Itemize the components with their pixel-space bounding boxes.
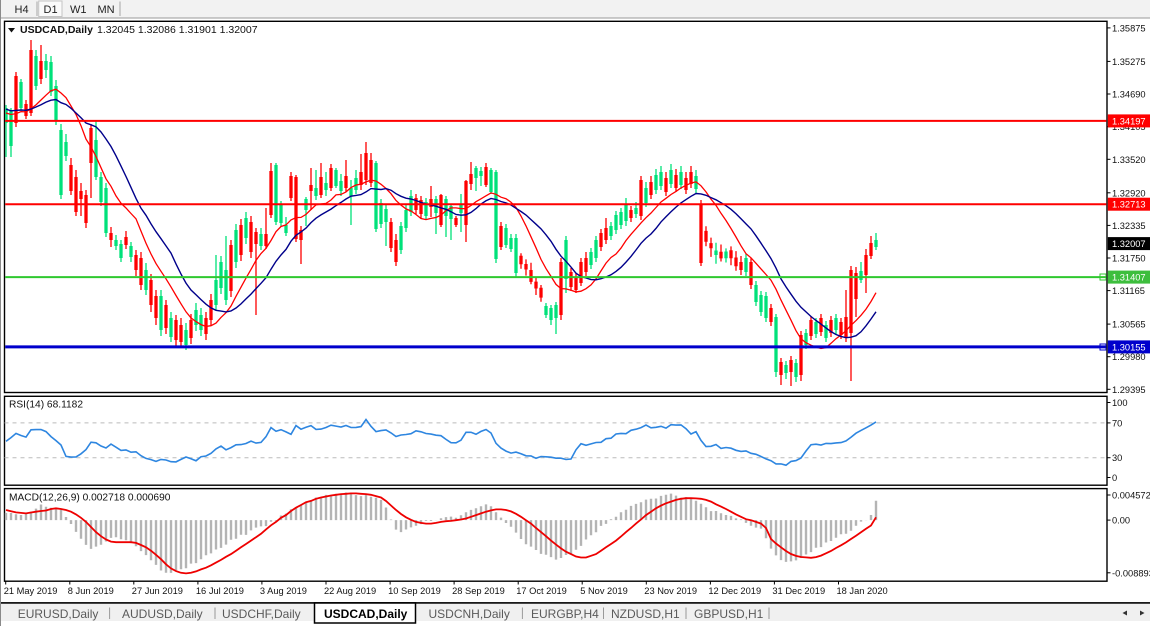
svg-text:NZDUSD,H1: NZDUSD,H1: [611, 607, 680, 621]
svg-text:27 Jun 2019: 27 Jun 2019: [132, 586, 183, 596]
svg-text:GBPUSD,H1: GBPUSD,H1: [694, 607, 764, 621]
svg-text:W1: W1: [70, 4, 87, 16]
svg-text:1.29980: 1.29980: [1112, 352, 1146, 362]
svg-text:1.31750: 1.31750: [1112, 254, 1146, 264]
svg-text:1.32920: 1.32920: [1112, 188, 1146, 198]
svg-text:100: 100: [1112, 398, 1128, 408]
svg-text:AUDUSD,Daily: AUDUSD,Daily: [122, 607, 203, 621]
svg-text:1.35875: 1.35875: [1112, 23, 1146, 33]
svg-text:70: 70: [1112, 418, 1122, 428]
svg-text:USDCAD,Daily: USDCAD,Daily: [324, 607, 408, 621]
svg-text:5 Nov 2019: 5 Nov 2019: [580, 586, 628, 596]
svg-text:23 Nov 2019: 23 Nov 2019: [644, 586, 697, 596]
svg-text:USDCNH,Daily: USDCNH,Daily: [429, 607, 510, 621]
svg-text:EURGBP,H4: EURGBP,H4: [531, 607, 599, 621]
svg-text:1.33520: 1.33520: [1112, 155, 1146, 165]
svg-text:1.32007: 1.32007: [1112, 239, 1146, 249]
svg-text:1.32335: 1.32335: [1112, 221, 1146, 231]
svg-text:0.004572: 0.004572: [1112, 491, 1150, 501]
svg-text:1.32045 1.32086 1.31901 1.3200: 1.32045 1.32086 1.31901 1.32007: [97, 24, 258, 36]
svg-text:-0.008893: -0.008893: [1112, 568, 1150, 578]
svg-text:MN: MN: [98, 4, 115, 16]
svg-text:USDCAD,Daily: USDCAD,Daily: [20, 24, 93, 36]
svg-text:3 Aug 2019: 3 Aug 2019: [260, 586, 307, 596]
svg-text:10 Sep 2019: 10 Sep 2019: [388, 586, 441, 596]
svg-text:MACD(12,26,9) 0.002718 0.00069: MACD(12,26,9) 0.002718 0.000690: [9, 493, 171, 504]
svg-text:1.32713: 1.32713: [1112, 200, 1146, 210]
svg-text:0: 0: [1112, 473, 1117, 483]
svg-text:D1: D1: [44, 4, 58, 16]
svg-text:EURUSD,Daily: EURUSD,Daily: [18, 607, 99, 621]
svg-text:1.30565: 1.30565: [1112, 320, 1146, 330]
svg-text:H4: H4: [15, 4, 29, 16]
svg-text:30: 30: [1112, 453, 1122, 463]
svg-text:1.31407: 1.31407: [1112, 273, 1146, 283]
svg-text:16 Jul 2019: 16 Jul 2019: [196, 586, 244, 596]
svg-text:1.34690: 1.34690: [1112, 90, 1146, 100]
svg-text:RSI(14) 68.1182: RSI(14) 68.1182: [9, 400, 83, 411]
svg-text:28 Sep 2019: 28 Sep 2019: [452, 586, 505, 596]
svg-text:8 Jun 2019: 8 Jun 2019: [68, 586, 114, 596]
svg-text:1.29395: 1.29395: [1112, 385, 1146, 395]
svg-text:31 Dec 2019: 31 Dec 2019: [772, 586, 825, 596]
svg-text:18 Jan 2020: 18 Jan 2020: [837, 586, 888, 596]
svg-text:1.30155: 1.30155: [1112, 342, 1146, 352]
svg-text:1.34197: 1.34197: [1112, 116, 1146, 126]
svg-text:1.35275: 1.35275: [1112, 57, 1146, 67]
svg-text:17 Oct 2019: 17 Oct 2019: [516, 586, 567, 596]
svg-text:1.31165: 1.31165: [1112, 286, 1145, 296]
svg-text:USDCHF,Daily: USDCHF,Daily: [222, 607, 301, 621]
svg-text:21 May 2019: 21 May 2019: [4, 586, 58, 596]
svg-text:12 Dec 2019: 12 Dec 2019: [708, 586, 761, 596]
svg-text:22 Aug 2019: 22 Aug 2019: [324, 586, 376, 596]
svg-text:0.00: 0.00: [1112, 516, 1130, 526]
